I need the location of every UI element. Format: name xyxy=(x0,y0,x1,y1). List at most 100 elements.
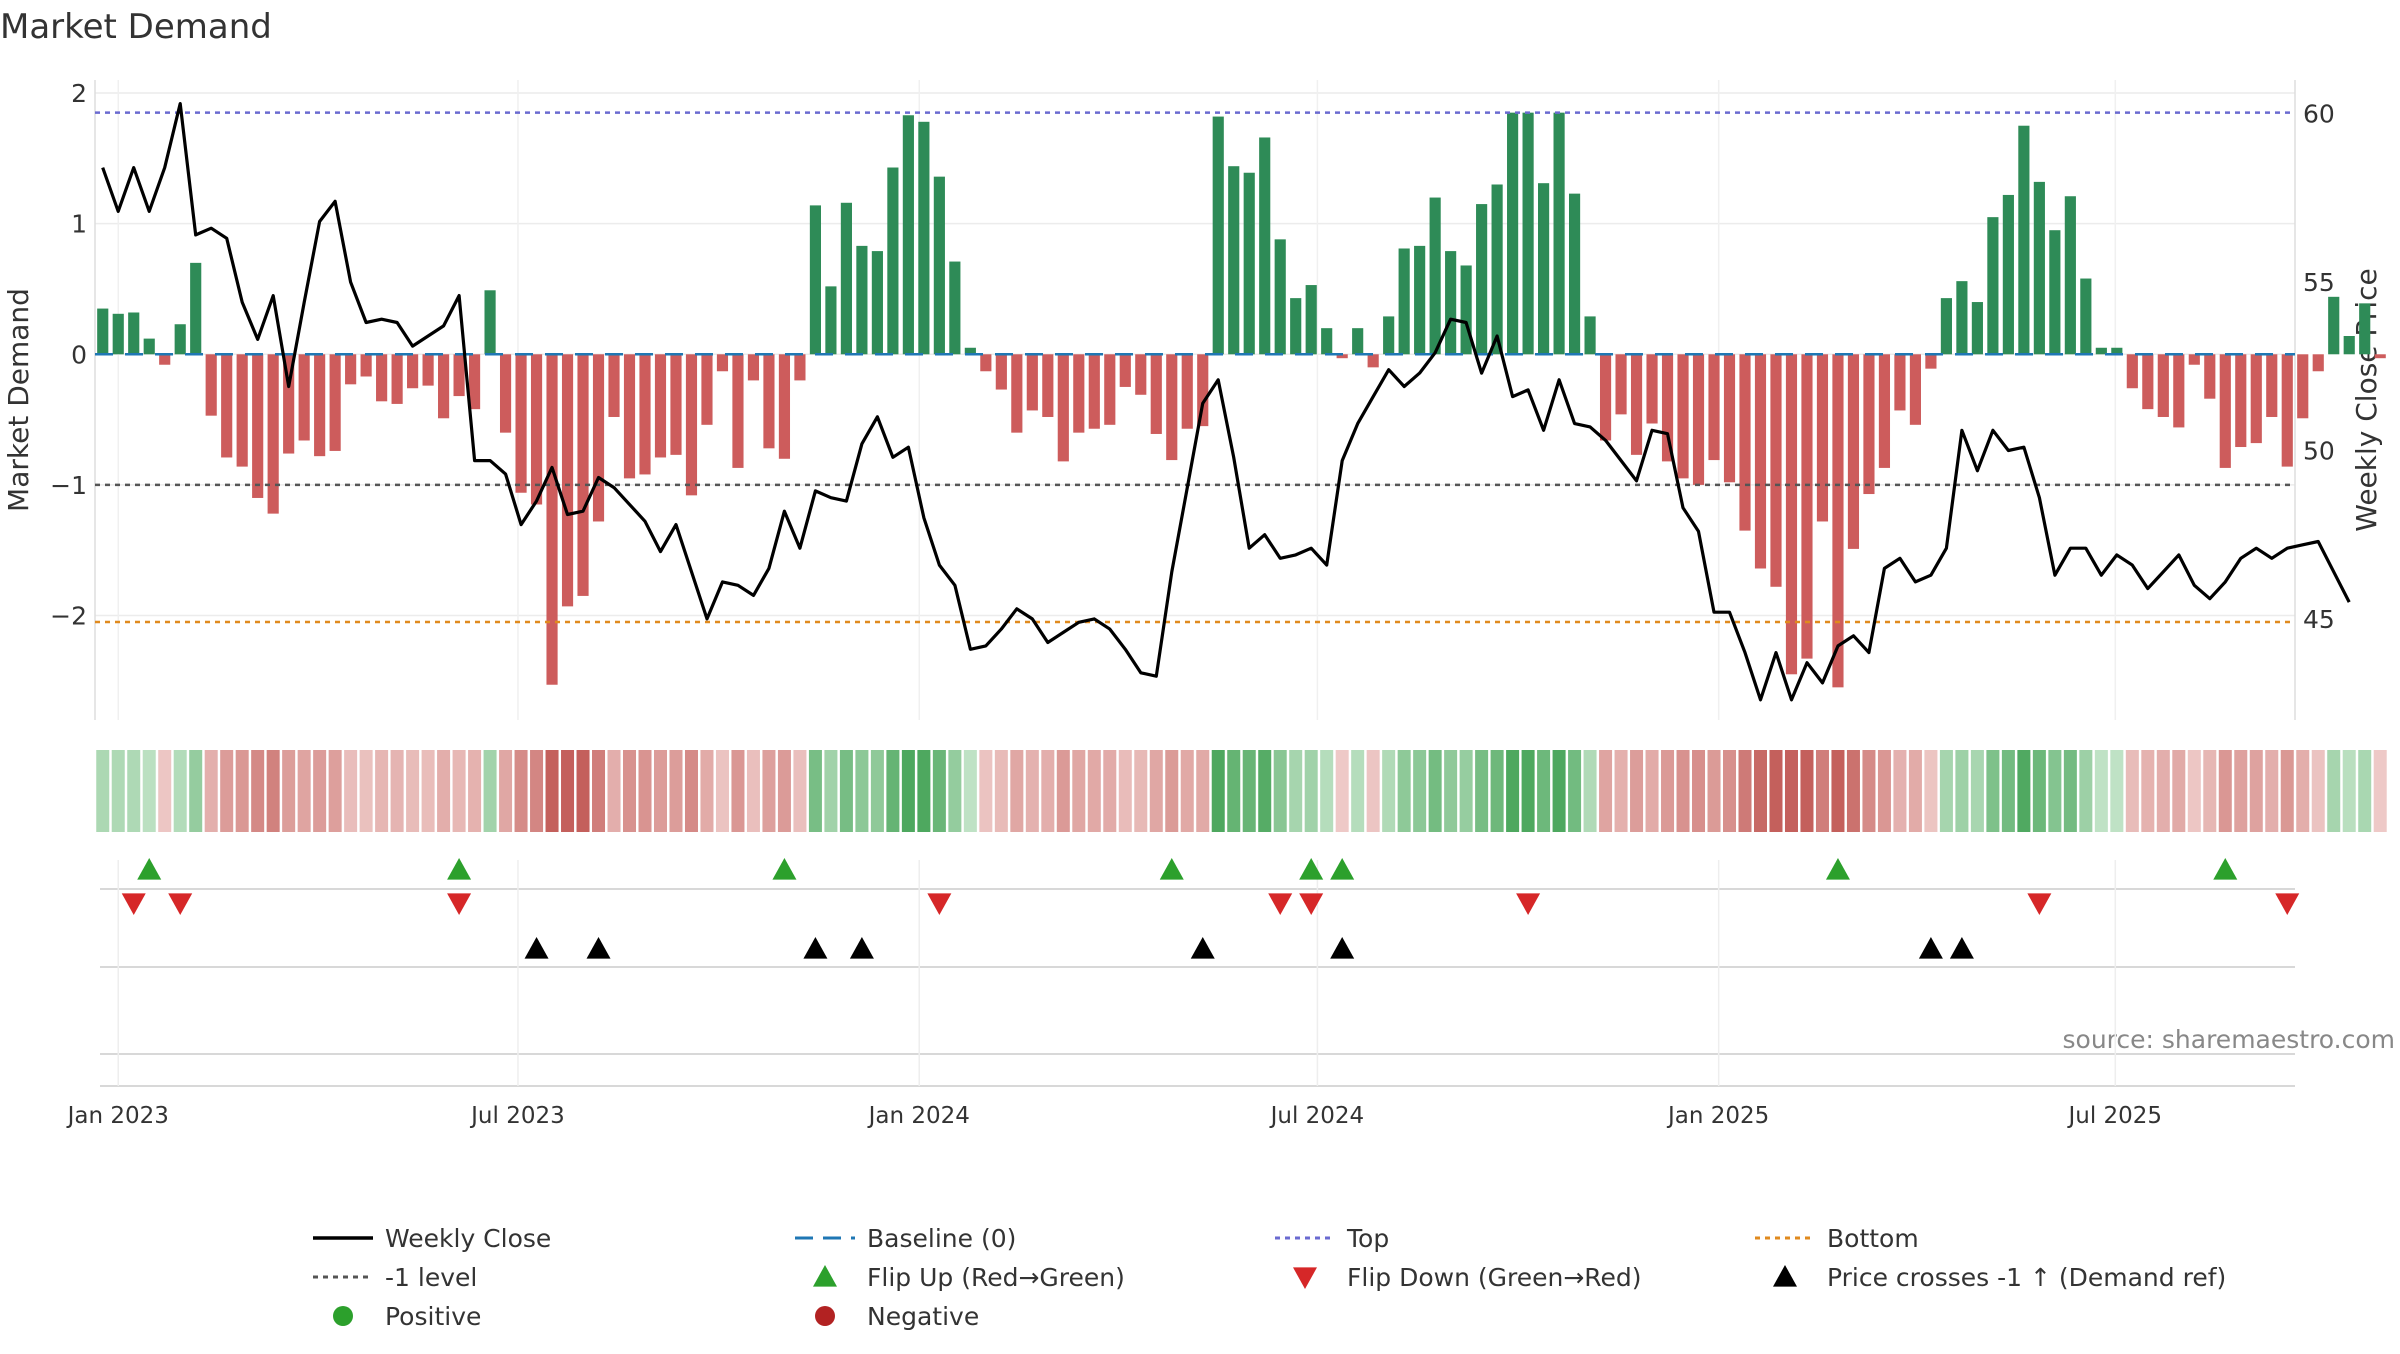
demand-bar xyxy=(2281,354,2293,467)
demand-bar xyxy=(453,354,465,397)
heat-cell xyxy=(189,750,203,832)
source-annotation: source: sharemaestro.com xyxy=(2063,1025,2396,1054)
heat-cell xyxy=(623,750,637,832)
heat-cell xyxy=(1769,750,1783,832)
flip-up-marker xyxy=(1825,858,1850,880)
heat-cell xyxy=(2373,750,2387,832)
heat-cell xyxy=(979,750,993,832)
heat-cell xyxy=(96,750,110,832)
heat-cell xyxy=(839,750,853,832)
demand-bar xyxy=(2126,354,2138,389)
heat-cell xyxy=(2172,750,2186,832)
demand-bar xyxy=(2266,354,2278,417)
heat-cell xyxy=(220,750,234,832)
demand-bar xyxy=(1522,112,1534,355)
demand-bar xyxy=(1073,354,1085,433)
heat-cell xyxy=(855,750,869,832)
heat-cell xyxy=(576,750,590,832)
heat-cell xyxy=(1645,750,1659,832)
heat-cell xyxy=(1614,750,1628,832)
demand-bar xyxy=(1739,354,1751,531)
demand-bar xyxy=(809,205,821,355)
demand-bar xyxy=(2250,354,2262,444)
legend-top-label: Top xyxy=(1346,1224,1389,1253)
heat-cell xyxy=(468,750,482,832)
y-axis-label: Market Demand xyxy=(2,288,35,512)
demand-bar xyxy=(623,354,636,479)
demand-bar xyxy=(949,261,961,355)
heat-cell xyxy=(2203,750,2217,832)
heat-cell xyxy=(1831,750,1845,832)
flip-up-marker xyxy=(1159,858,1184,880)
heat-cell xyxy=(1289,750,1303,832)
heat-cell xyxy=(266,750,280,832)
demand-bar xyxy=(1770,354,1782,587)
heat-cell xyxy=(1304,750,1318,832)
heat-cell xyxy=(1475,750,1489,832)
demand-bar xyxy=(1197,354,1209,427)
demand-bar xyxy=(345,354,357,385)
demand-bar xyxy=(1599,354,1612,441)
demand-bar xyxy=(1832,354,1844,688)
demand-bar xyxy=(1321,328,1333,355)
demand-bar xyxy=(1971,302,1983,355)
y2-tick-label: 50 xyxy=(2303,437,2335,466)
demand-bar xyxy=(283,354,295,454)
heat-cell xyxy=(1862,750,1876,832)
heat-cell xyxy=(282,750,296,832)
heat-cell xyxy=(1970,750,1984,832)
demand-bar xyxy=(1630,354,1643,455)
heat-cell xyxy=(1815,750,1829,832)
heat-cell xyxy=(142,750,156,832)
heat-cell xyxy=(1784,750,1798,832)
heat-cell xyxy=(2156,750,2170,832)
demand-bar xyxy=(1863,354,1875,495)
legend-close-label: Weekly Close xyxy=(385,1224,551,1253)
demand-bar xyxy=(2312,354,2324,372)
demand-bar xyxy=(1212,116,1224,355)
flip-down-marker xyxy=(2275,893,2300,915)
demand-bar xyxy=(980,354,992,372)
demand-bar xyxy=(1940,298,1952,355)
heat-cell xyxy=(870,750,884,832)
demand-bar xyxy=(1150,354,1162,434)
heat-cell xyxy=(1180,750,1194,832)
demand-bar xyxy=(1569,193,1581,355)
demand-bar xyxy=(685,354,698,496)
demand-bar xyxy=(639,354,651,475)
heat-cell xyxy=(1196,750,1210,832)
demand-bar xyxy=(933,176,945,355)
demand-bar xyxy=(577,354,589,596)
weekly-close-line xyxy=(101,101,2351,702)
heat-cell xyxy=(313,750,327,832)
demand-bar xyxy=(1336,354,1348,359)
legend-positive-swatch xyxy=(333,1306,353,1326)
demand-bar xyxy=(515,354,527,493)
heat-cell xyxy=(2265,750,2279,832)
y2-tick-label: 60 xyxy=(2303,100,2335,129)
demand-bar xyxy=(1723,354,1736,483)
demand-bar xyxy=(825,286,837,355)
heat-cell xyxy=(669,750,683,832)
heat-cell xyxy=(746,750,760,832)
demand-bar xyxy=(902,115,914,355)
demand-bar xyxy=(716,354,729,372)
demand-bar xyxy=(484,290,496,355)
heat-cell xyxy=(1955,750,1969,832)
demand-bar xyxy=(1026,354,1038,411)
demand-bar xyxy=(1677,354,1689,479)
heat-cell xyxy=(700,750,714,832)
heat-cell xyxy=(359,750,373,832)
heat-cell xyxy=(1335,750,1349,832)
y-tick-label: −1 xyxy=(50,471,87,500)
demand-bar xyxy=(840,202,852,355)
heat-cell xyxy=(1273,750,1287,832)
heat-cell xyxy=(2110,750,2124,832)
heat-cell xyxy=(2063,750,2077,832)
flip-down-marker xyxy=(927,893,952,915)
heat-cell xyxy=(2311,750,2325,832)
heat-cell xyxy=(158,750,172,832)
demand-bar xyxy=(1274,239,1286,355)
price-cross-marker xyxy=(1330,937,1355,959)
